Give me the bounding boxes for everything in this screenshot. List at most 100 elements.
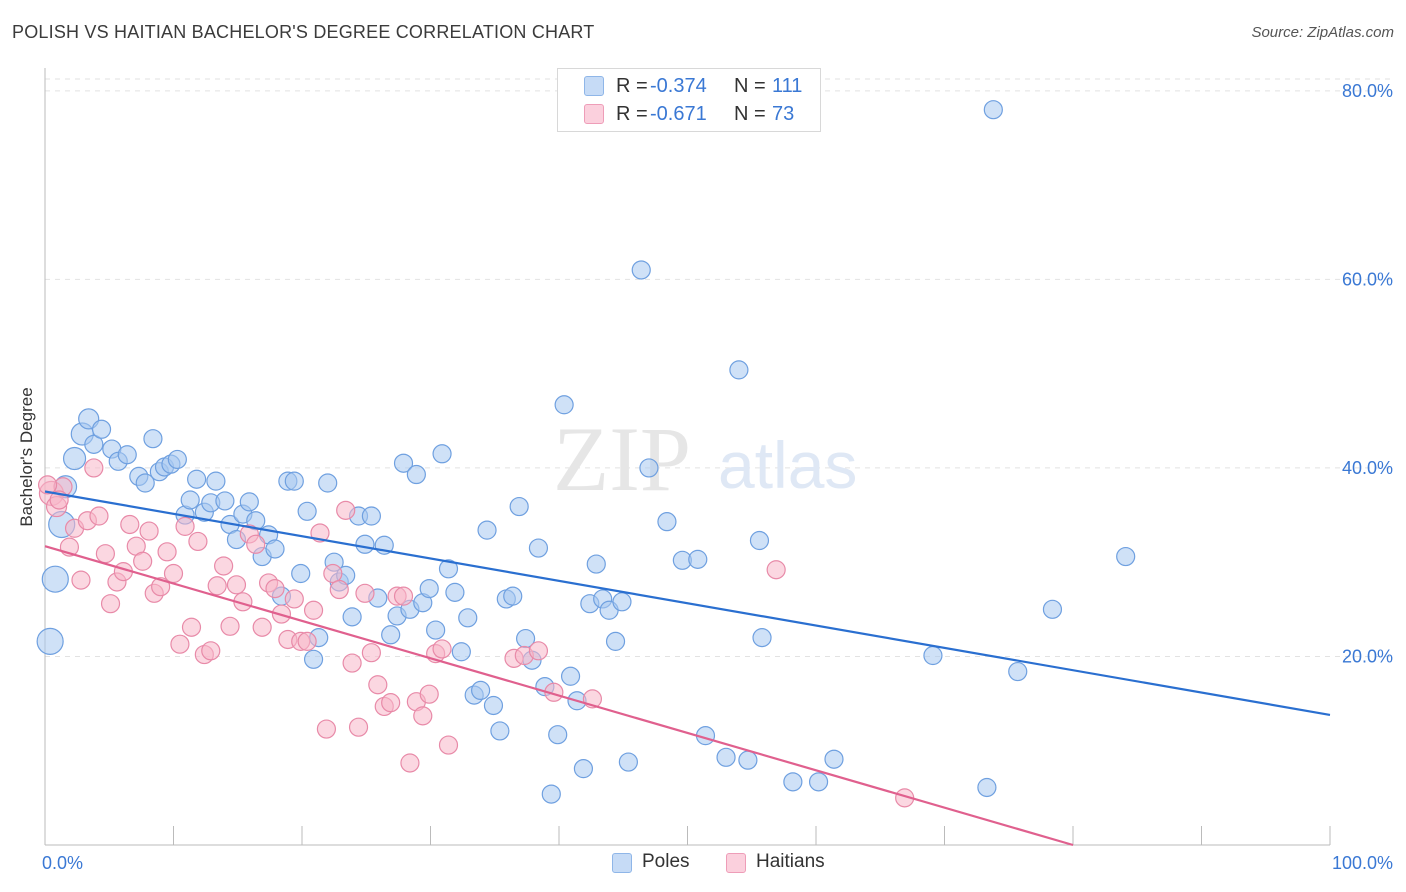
poles-point <box>618 752 638 772</box>
haitians-point <box>89 506 109 526</box>
haitians-point <box>214 556 234 576</box>
poles-point <box>738 750 758 770</box>
haitians-point <box>220 616 240 636</box>
poles-point <box>528 538 549 558</box>
haitians-point <box>157 542 177 562</box>
haitians-point <box>133 551 153 571</box>
poles-point <box>458 608 478 628</box>
haitians-point <box>201 641 221 661</box>
poles-point <box>1042 599 1063 619</box>
haitians-point <box>284 589 304 609</box>
poles-point <box>752 628 772 648</box>
legend-label-haitians: Haitians <box>756 851 825 872</box>
legend-swatch-haitians <box>726 853 746 873</box>
gridlines <box>45 78 1395 657</box>
haitians-point <box>355 583 375 603</box>
poles-point <box>318 473 338 493</box>
poles-point <box>808 772 829 792</box>
poles-point <box>41 565 69 593</box>
poles-point <box>355 534 375 554</box>
watermark-atlas: atlas <box>718 428 857 502</box>
poles-point <box>554 395 574 415</box>
haitians-point <box>71 570 91 590</box>
legend-swatch-haitians <box>584 104 604 124</box>
haitians-point <box>368 675 388 695</box>
poles-point <box>432 444 452 464</box>
haitians-point <box>181 617 202 637</box>
poles-point <box>560 666 581 686</box>
haitians-point <box>84 458 104 478</box>
poles-point <box>291 563 311 584</box>
poles-point <box>62 446 87 471</box>
haitians-point <box>265 578 285 599</box>
haitians-point <box>348 717 369 737</box>
trend-lines <box>44 490 1331 847</box>
haitians-point <box>432 639 452 659</box>
haitians-point <box>163 563 184 584</box>
x-tick-label: 100.0% <box>1332 853 1393 873</box>
haitians-point <box>37 475 58 495</box>
y-axis-title: Bachelor's Degree <box>17 387 36 527</box>
poles-point <box>483 695 504 716</box>
poles-point <box>716 747 736 767</box>
poles-point <box>688 549 708 569</box>
haitians-point <box>528 641 549 661</box>
poles-point <box>426 620 446 640</box>
watermark: ZIP atlas <box>553 408 857 510</box>
chart-title: POLISH VS HAITIAN BACHELOR'S DEGREE CORR… <box>12 22 595 42</box>
poles-point <box>36 627 64 655</box>
poles-point <box>180 490 200 510</box>
poles-point <box>381 625 401 645</box>
poles-point <box>573 759 594 779</box>
axes <box>44 68 1331 846</box>
haitians-point <box>381 693 401 713</box>
poles-point <box>548 725 568 745</box>
poles-point <box>631 260 651 280</box>
haitians-point <box>766 560 786 580</box>
poles-point <box>605 631 626 651</box>
poles-point <box>612 592 632 612</box>
poles-point <box>1008 661 1028 682</box>
haitians-point <box>226 575 247 595</box>
haitians-point <box>207 576 227 596</box>
poles-point <box>923 645 943 666</box>
haitians-point <box>336 500 356 520</box>
legend-r-label: R = <box>616 103 648 125</box>
poles-point <box>983 100 1003 120</box>
haitians-point <box>188 531 208 552</box>
poles-point <box>729 360 749 380</box>
poles-point <box>471 680 491 701</box>
poles-point <box>419 578 439 599</box>
poles-point <box>824 749 844 769</box>
legend-r-value: -0.671 <box>650 103 707 125</box>
poles-point <box>206 471 226 491</box>
haitians-point <box>393 586 414 606</box>
poles-point <box>393 453 414 473</box>
poles-point <box>503 586 523 606</box>
haitians-point <box>361 643 381 663</box>
poles-point <box>187 469 207 489</box>
poles-point <box>239 492 259 512</box>
poles-point <box>490 721 510 741</box>
haitians-point <box>175 516 195 536</box>
haitians-point <box>303 600 324 620</box>
poles-point <box>783 772 803 792</box>
legend-r-label: R = <box>616 75 648 97</box>
legend-label-poles: Poles <box>642 851 690 872</box>
haitians-point <box>316 719 337 739</box>
poles-point <box>342 607 362 627</box>
poles-point <box>445 582 465 602</box>
haitians-point <box>170 634 190 654</box>
haitians-point <box>246 534 266 554</box>
haitians-point <box>297 631 317 651</box>
legend-row-haitians: R = -0.671 N = 73 <box>558 101 820 129</box>
haitians-point <box>329 579 349 600</box>
y-tick-label: 80.0% <box>1342 81 1393 101</box>
poles-point <box>91 419 112 439</box>
y-tick-label: 40.0% <box>1342 458 1393 478</box>
y-tick-label: 60.0% <box>1342 269 1393 289</box>
poles-point <box>297 501 317 521</box>
haitians-point <box>413 706 433 726</box>
haitians-point <box>95 544 115 564</box>
